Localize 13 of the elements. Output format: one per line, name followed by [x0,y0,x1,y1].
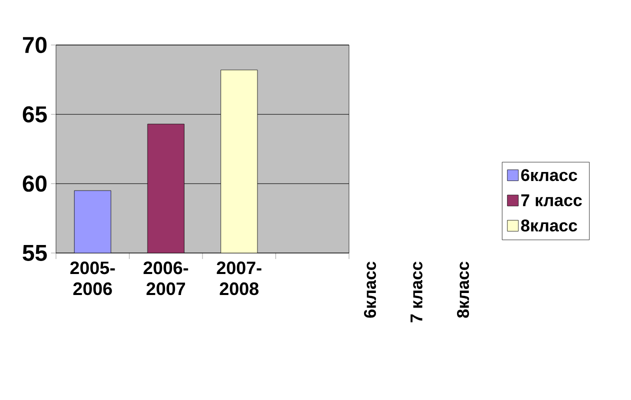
x-tick-label: 2005-2006 [70,262,115,296]
text: 6класс [364,262,376,318]
x-tick-label: 2006-2007 [144,262,188,296]
y-tick-label: 55 [22,245,47,261]
legend-label: 7 класс [521,194,582,206]
text: 7 класс [410,262,422,322]
legend-label: 8класс [521,220,578,232]
x-tick-label: 2007-2008 [216,262,262,296]
y-tick-label: 70 [22,36,47,54]
y-tick-label: 65 [22,106,47,122]
text: 8класс [457,262,470,318]
y-tick-label: 60 [22,176,47,192]
legend-label: 6класс [521,169,578,182]
